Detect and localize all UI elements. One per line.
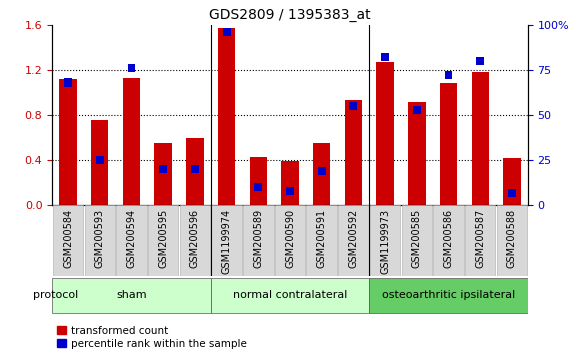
Bar	[223, 28, 231, 36]
Text: GSM200592: GSM200592	[349, 209, 358, 268]
FancyBboxPatch shape	[85, 205, 115, 276]
Bar	[159, 165, 167, 173]
Bar	[313, 143, 331, 205]
FancyBboxPatch shape	[211, 205, 242, 276]
FancyBboxPatch shape	[465, 205, 495, 276]
Text: GSM200587: GSM200587	[475, 209, 485, 268]
Bar	[472, 72, 489, 205]
Bar	[186, 138, 204, 205]
Bar	[218, 28, 235, 205]
Bar	[191, 165, 199, 173]
FancyBboxPatch shape	[116, 205, 147, 276]
Bar	[503, 158, 521, 205]
Bar	[128, 64, 136, 72]
Text: GSM200586: GSM200586	[444, 209, 454, 268]
FancyBboxPatch shape	[369, 278, 528, 313]
Title: GDS2809 / 1395383_at: GDS2809 / 1395383_at	[209, 8, 371, 22]
FancyBboxPatch shape	[243, 205, 274, 276]
FancyBboxPatch shape	[306, 205, 337, 276]
Bar	[445, 71, 452, 79]
Bar	[123, 78, 140, 205]
FancyBboxPatch shape	[148, 205, 179, 276]
Text: GSM200585: GSM200585	[412, 209, 422, 268]
Bar	[413, 105, 421, 114]
Bar	[255, 183, 262, 191]
FancyBboxPatch shape	[433, 205, 464, 276]
Bar	[408, 102, 426, 205]
Bar	[318, 167, 326, 175]
Bar	[286, 187, 294, 195]
Legend: transformed count, percentile rank within the sample: transformed count, percentile rank withi…	[57, 326, 247, 349]
Bar	[249, 157, 267, 205]
FancyBboxPatch shape	[370, 205, 400, 276]
FancyBboxPatch shape	[275, 205, 305, 276]
Bar	[349, 102, 357, 110]
FancyBboxPatch shape	[338, 205, 369, 276]
FancyBboxPatch shape	[53, 205, 84, 276]
FancyBboxPatch shape	[211, 278, 369, 313]
Bar	[345, 101, 362, 205]
Bar	[440, 84, 457, 205]
FancyBboxPatch shape	[52, 278, 211, 313]
Bar	[508, 189, 516, 197]
FancyBboxPatch shape	[496, 205, 527, 276]
Bar	[96, 156, 104, 164]
Text: GSM1199974: GSM1199974	[222, 209, 231, 274]
Text: GSM200594: GSM200594	[126, 209, 136, 268]
Text: GSM200593: GSM200593	[95, 209, 105, 268]
Text: GSM200584: GSM200584	[63, 209, 73, 268]
Bar	[476, 57, 484, 65]
Text: GSM200589: GSM200589	[253, 209, 263, 268]
Text: normal contralateral: normal contralateral	[233, 290, 347, 300]
Bar	[64, 79, 72, 87]
Text: GSM200588: GSM200588	[507, 209, 517, 268]
Text: GSM200596: GSM200596	[190, 209, 200, 268]
Text: GSM1199973: GSM1199973	[380, 209, 390, 274]
Bar	[59, 79, 77, 205]
Text: GSM200595: GSM200595	[158, 209, 168, 268]
Bar	[281, 161, 299, 205]
Bar	[376, 62, 394, 205]
FancyBboxPatch shape	[401, 205, 432, 276]
Text: sham: sham	[116, 290, 147, 300]
Text: protocol: protocol	[33, 290, 78, 300]
Text: GSM200591: GSM200591	[317, 209, 327, 268]
Text: GSM200590: GSM200590	[285, 209, 295, 268]
Text: osteoarthritic ipsilateral: osteoarthritic ipsilateral	[382, 290, 515, 300]
Bar	[381, 53, 389, 61]
Bar	[154, 143, 172, 205]
FancyBboxPatch shape	[180, 205, 210, 276]
Bar	[91, 120, 108, 205]
